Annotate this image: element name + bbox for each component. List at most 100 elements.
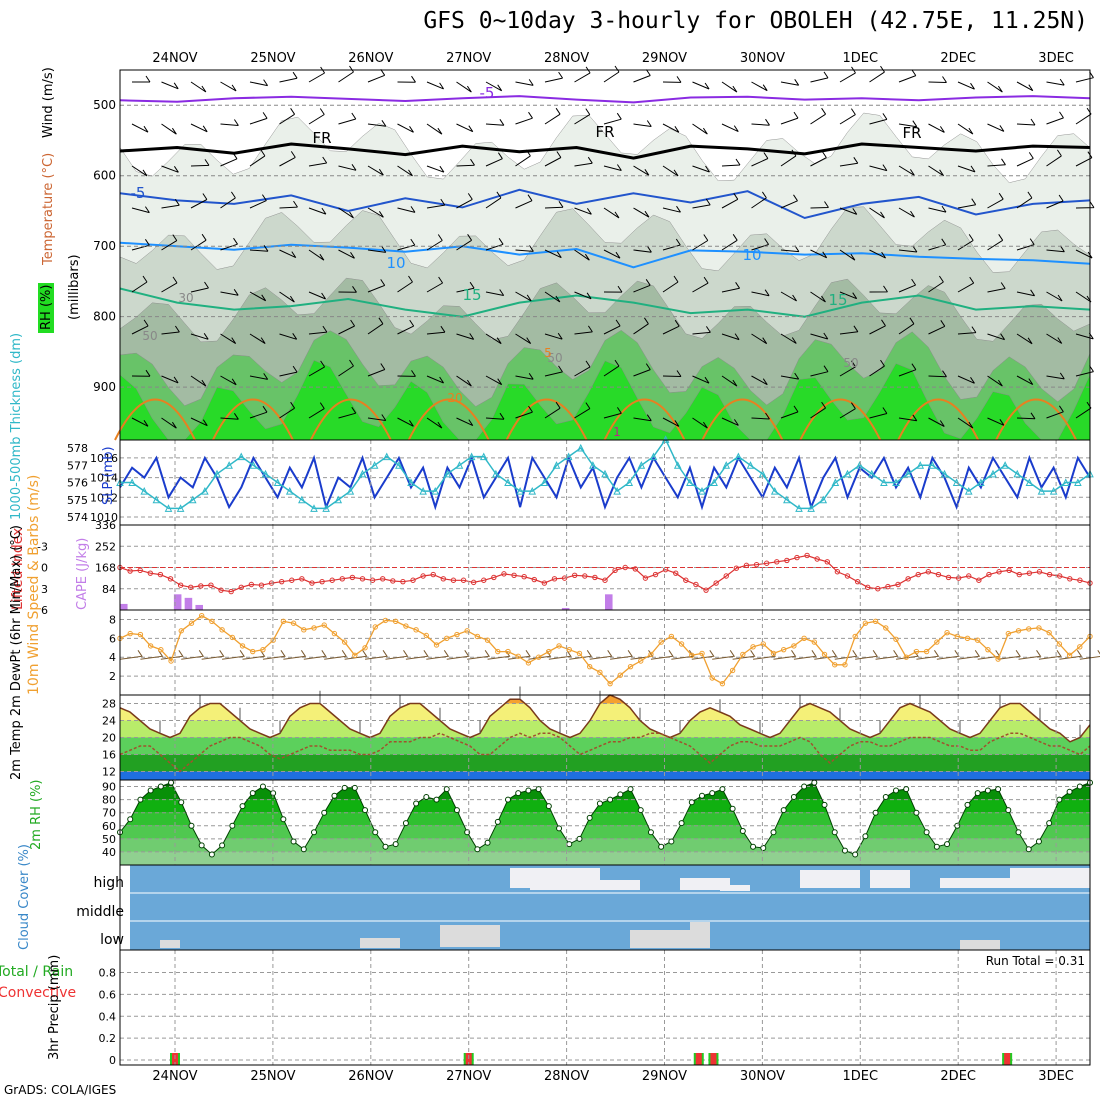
wind-barb — [131, 369, 151, 377]
wind-speed-point — [729, 667, 736, 674]
thickness-point — [613, 487, 621, 495]
thickness-point — [382, 452, 391, 461]
wind-barb — [751, 238, 770, 251]
rh-point — [402, 820, 409, 827]
wind-barb — [662, 275, 679, 293]
thickness-point — [310, 504, 318, 512]
lifted-index-point — [571, 572, 578, 578]
wind-barb — [485, 191, 502, 209]
lifted-index-point — [1006, 567, 1012, 574]
thickness-point — [479, 452, 488, 461]
wind-barb — [1016, 375, 1034, 386]
wind-speed-point — [709, 675, 715, 681]
thickness-point — [576, 443, 585, 452]
thickness-point — [128, 478, 136, 486]
rh-point — [157, 783, 164, 790]
wind-barb — [190, 375, 207, 387]
rh-point — [290, 838, 297, 845]
wind-barb — [721, 81, 738, 93]
thickness-point — [285, 487, 294, 495]
surface-wind-barb — [957, 650, 981, 660]
wind-barb — [485, 289, 505, 296]
rh-point — [974, 790, 981, 797]
rh-point — [453, 807, 460, 814]
wind-barb — [397, 275, 413, 293]
lifted-index-point — [875, 586, 881, 592]
isotherm-warm-contour — [505, 398, 588, 441]
isotherm-line — [119, 241, 1091, 269]
wind-barb — [957, 165, 976, 173]
wind-barb — [485, 238, 504, 251]
rh-point — [923, 829, 930, 836]
wind-speed-point — [444, 635, 450, 642]
surface-wind-barb — [610, 650, 633, 660]
rh-point — [137, 796, 144, 803]
wind-barb — [161, 325, 180, 335]
thickness-point — [188, 495, 197, 504]
wind-speed-point — [801, 635, 807, 642]
wind-barb — [633, 414, 652, 422]
lifted-index-point — [915, 571, 921, 578]
wind-barb — [190, 417, 208, 427]
wind-barb — [220, 333, 237, 345]
thickness-point — [722, 461, 731, 469]
thickness-point — [916, 461, 925, 469]
wind-barb — [131, 165, 148, 177]
surface-wind-barb — [916, 650, 940, 660]
wind-barb — [456, 234, 473, 251]
wind-barb — [1046, 405, 1064, 419]
wind-barb — [898, 120, 918, 128]
contour-label: 50 — [843, 356, 858, 370]
surface-wind-barb — [364, 650, 388, 660]
wind-barb — [957, 276, 975, 293]
wind-barb — [131, 319, 149, 335]
rh-point — [168, 779, 175, 786]
thickness-point — [807, 504, 815, 512]
contour-label: 15 — [828, 291, 847, 309]
wind-barb — [987, 158, 1006, 167]
wind-barb — [633, 317, 649, 335]
wind-speed-point — [382, 617, 389, 624]
wind-barb — [131, 275, 148, 293]
wind-barb — [515, 333, 532, 345]
wind-barb — [456, 281, 475, 293]
wind-barb — [662, 165, 679, 177]
wind-barb — [574, 402, 591, 419]
rh-point — [637, 807, 644, 814]
wind-barb — [131, 123, 149, 133]
rh-point — [259, 783, 266, 790]
wind-speed-point — [1005, 630, 1012, 637]
date-label-top: 2DEC — [940, 51, 976, 66]
wind-speed-point — [944, 629, 950, 636]
thickness-point — [867, 469, 876, 478]
thickness-point — [261, 469, 270, 478]
surface-wind-barb — [1079, 650, 1100, 660]
surface-wind-barb — [875, 650, 899, 660]
wind-speed-point — [188, 620, 195, 626]
lifted-index-point — [673, 570, 679, 576]
wind-barb — [1046, 372, 1065, 380]
wind-barb — [721, 282, 741, 293]
thickness-point — [552, 461, 561, 469]
lifted-index-point — [713, 580, 719, 586]
wind-barb — [397, 238, 416, 251]
lifted-index-point — [541, 580, 548, 586]
wind-speed-point — [1046, 629, 1052, 636]
y-tick-label-wind: 4 — [109, 651, 116, 664]
lifted-index-point — [763, 560, 770, 566]
wind-speed-point — [689, 652, 695, 659]
lifted-index-point — [865, 584, 871, 591]
wind-barb — [898, 165, 915, 176]
wind-barb — [869, 65, 885, 83]
wind-barb — [338, 164, 357, 171]
date-label-top: 25NOV — [250, 51, 295, 66]
rh-point — [545, 803, 552, 810]
thickness-point — [237, 452, 246, 461]
wind-barb — [456, 193, 473, 209]
wind-barb — [603, 319, 621, 335]
wind-barb — [751, 152, 769, 167]
wind-barb — [987, 333, 1006, 341]
rh-point — [586, 814, 593, 821]
isotherm-warm-contour — [407, 398, 490, 441]
thickness-point — [1025, 478, 1034, 486]
